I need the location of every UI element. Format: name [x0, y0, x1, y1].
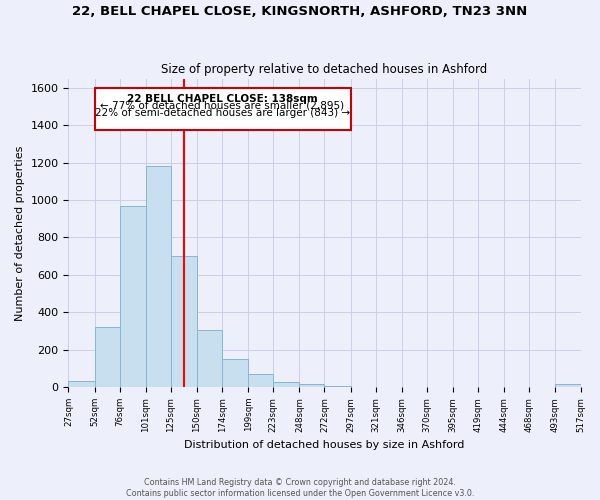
- Text: 22, BELL CHAPEL CLOSE, KINGSNORTH, ASHFORD, TN23 3NN: 22, BELL CHAPEL CLOSE, KINGSNORTH, ASHFO…: [73, 5, 527, 18]
- Bar: [68, 382, 95, 387]
- Bar: [119, 206, 146, 387]
- Bar: [350, 386, 376, 387]
- Text: Contains HM Land Registry data © Crown copyright and database right 2024.
Contai: Contains HM Land Registry data © Crown c…: [126, 478, 474, 498]
- Text: ← 77% of detached houses are smaller (2,895): ← 77% of detached houses are smaller (2,…: [100, 100, 344, 110]
- Bar: [171, 256, 197, 387]
- Bar: [299, 384, 325, 387]
- Bar: [95, 88, 350, 130]
- Bar: [273, 382, 299, 387]
- Bar: [248, 374, 273, 387]
- X-axis label: Distribution of detached houses by size in Ashford: Distribution of detached houses by size …: [184, 440, 464, 450]
- Text: 22% of semi-detached houses are larger (843) →: 22% of semi-detached houses are larger (…: [95, 108, 350, 118]
- Bar: [95, 327, 119, 387]
- Bar: [146, 166, 171, 387]
- Bar: [556, 384, 581, 387]
- Y-axis label: Number of detached properties: Number of detached properties: [15, 145, 25, 320]
- Bar: [325, 386, 350, 387]
- Title: Size of property relative to detached houses in Ashford: Size of property relative to detached ho…: [161, 63, 488, 76]
- Text: 22 BELL CHAPEL CLOSE: 138sqm: 22 BELL CHAPEL CLOSE: 138sqm: [127, 94, 318, 104]
- Bar: [197, 330, 222, 387]
- Bar: [222, 359, 248, 387]
